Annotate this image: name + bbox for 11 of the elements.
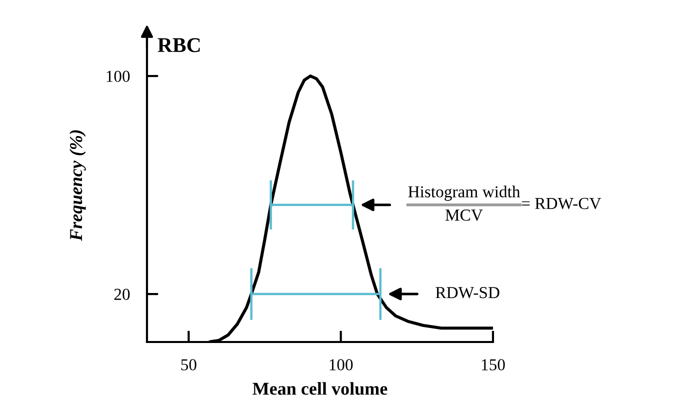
y-tick-label: 20 xyxy=(114,288,130,300)
chart-title: RBC xyxy=(158,38,200,52)
text: = RDW-CV xyxy=(522,198,602,210)
y-axis-title: Frequency (%) xyxy=(69,130,86,241)
annotation: MCV xyxy=(445,210,483,221)
annotation: RDW-SD xyxy=(436,287,500,298)
x-tick-label: 150 xyxy=(482,359,505,370)
annotation: Histogram width xyxy=(408,186,520,201)
x-axis-title: Mean cell volume xyxy=(252,382,388,395)
x-tick-label: 50 xyxy=(181,359,196,370)
x-tick-label: 100 xyxy=(330,359,353,370)
